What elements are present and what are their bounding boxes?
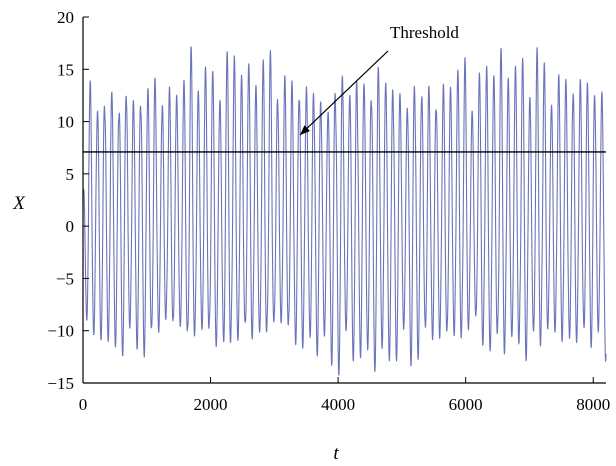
- y-tick-label: 10: [57, 113, 74, 132]
- y-tick-label: −15: [47, 374, 74, 393]
- x-tick-label: 6000: [449, 395, 483, 414]
- y-tick-label: −5: [56, 269, 74, 288]
- x-tick-label: 8000: [576, 395, 610, 414]
- y-axis-title: X: [12, 193, 26, 214]
- x-tick-label: 4000: [321, 395, 355, 414]
- y-tick-label: 20: [57, 8, 74, 27]
- threshold-arrowhead: [300, 125, 310, 135]
- y-tick-label: −10: [47, 322, 74, 341]
- threshold-label: Threshold: [390, 23, 459, 42]
- y-tick-label: 5: [66, 165, 75, 184]
- x-tick-label: 2000: [194, 395, 228, 414]
- axes: −15 −10 −5 0 5 10 15 20 0 2000 4000 6000 8000: [47, 8, 610, 414]
- series-line-0: [82, 46, 607, 376]
- y-tick-label: 15: [57, 60, 74, 79]
- x-axis-title: t: [333, 443, 339, 464]
- threshold-arrow: [299, 50, 389, 136]
- x-tick-label: 0: [79, 395, 88, 414]
- y-tick-label: 0: [66, 217, 75, 236]
- plot-area: [82, 46, 607, 376]
